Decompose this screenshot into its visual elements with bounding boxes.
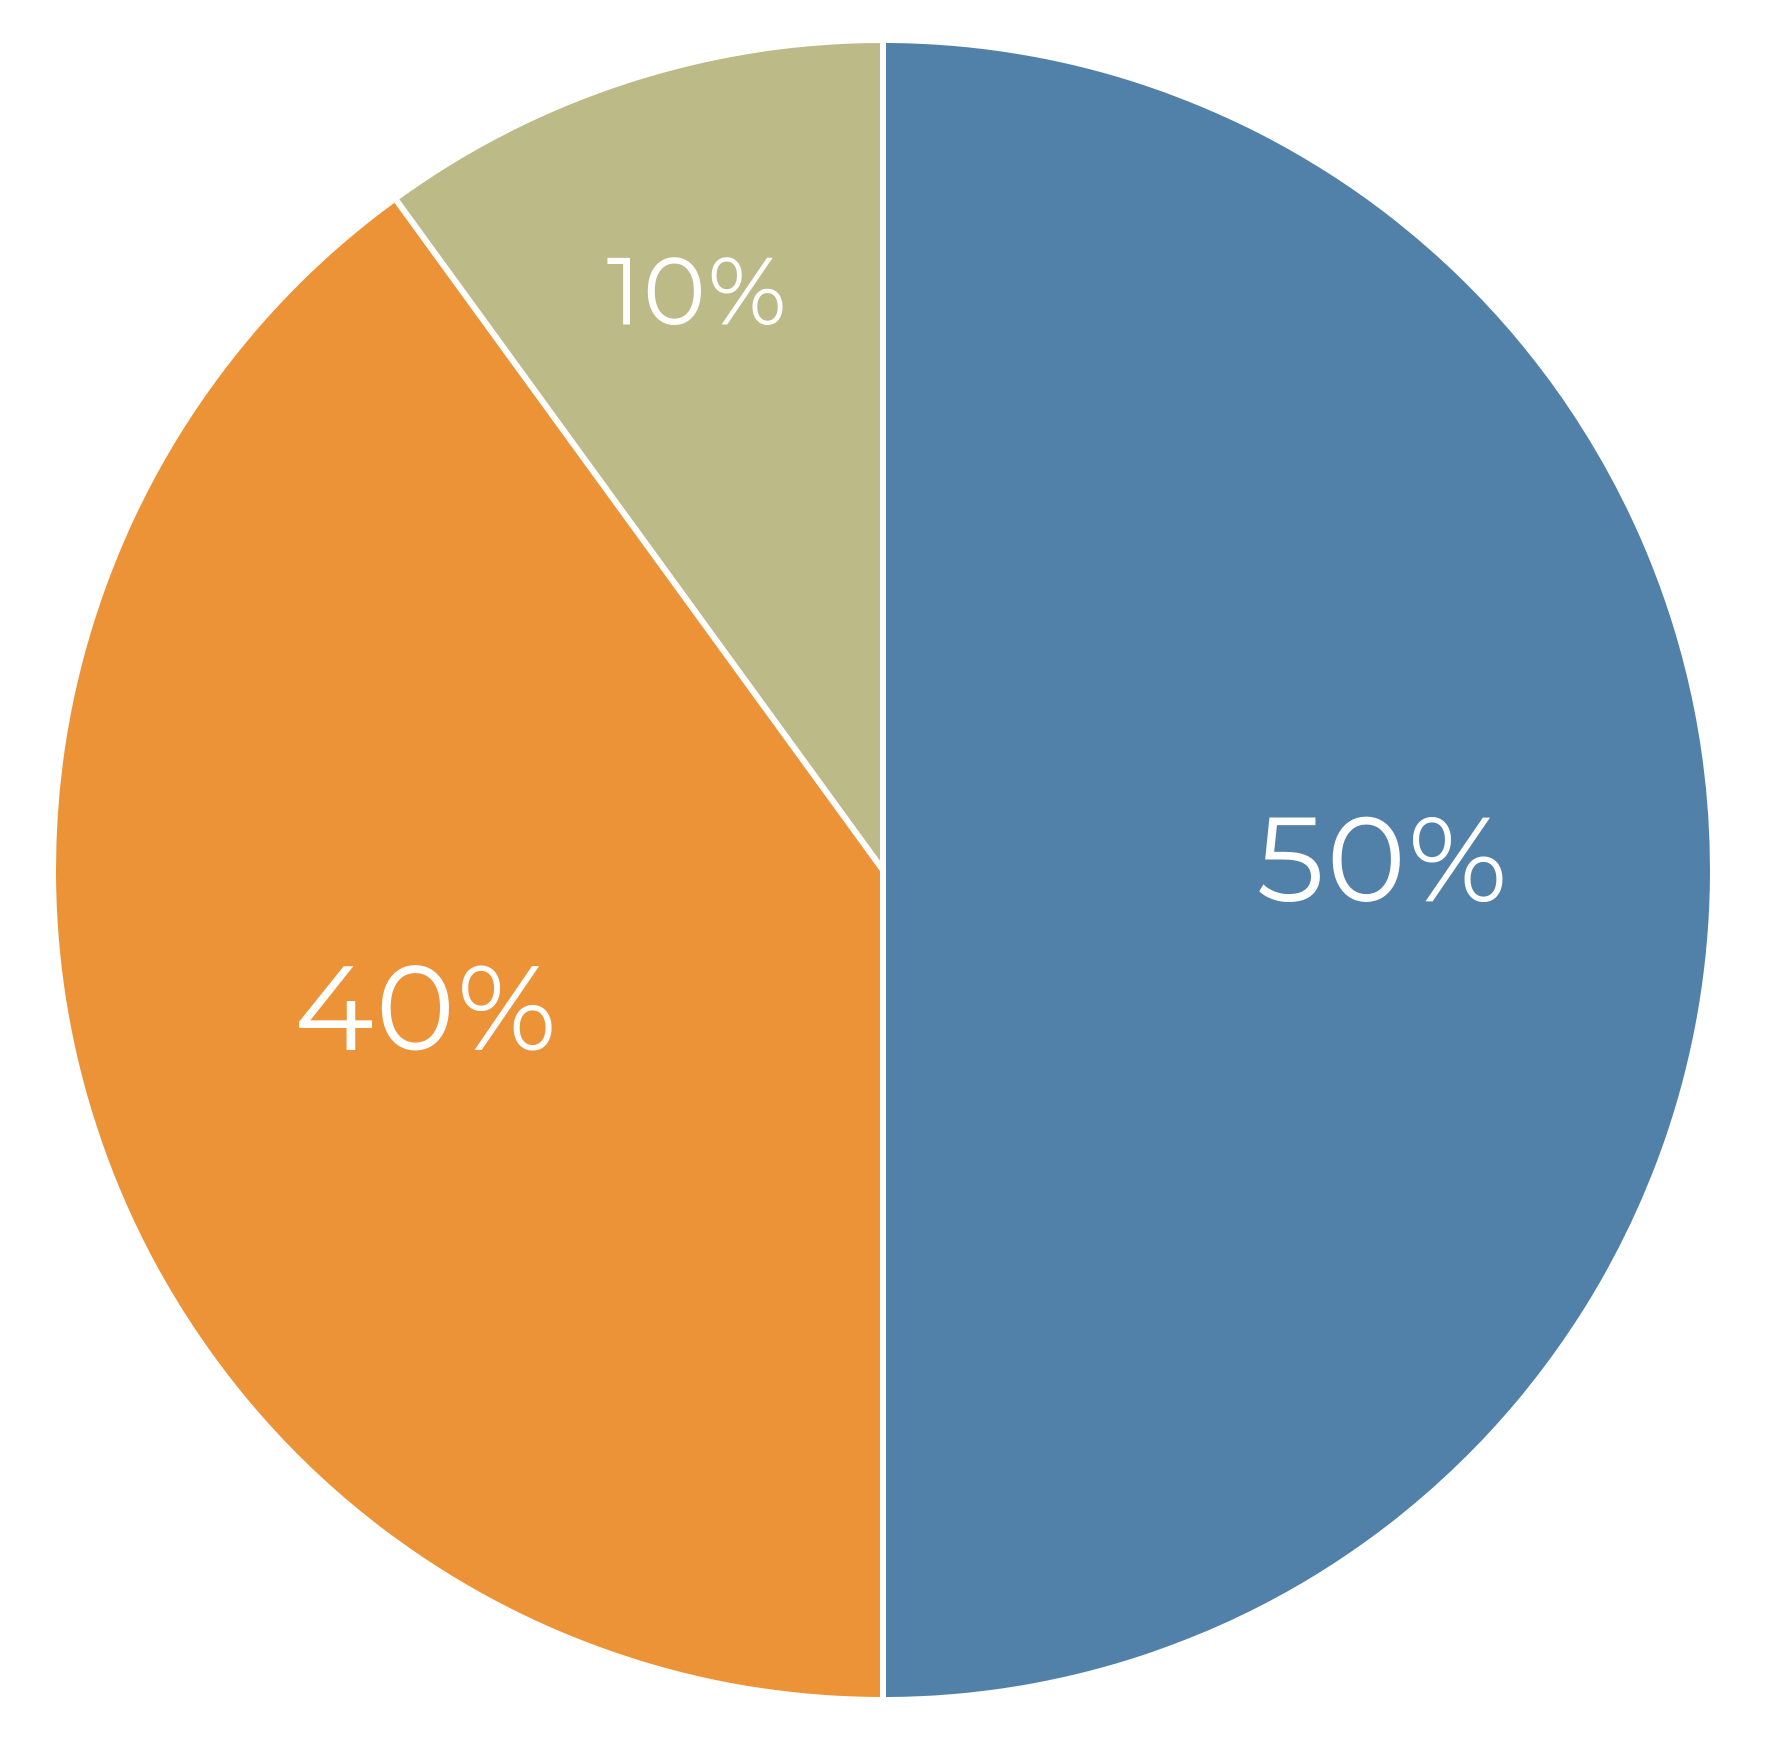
pie-slice-label-2: 10% bbox=[607, 232, 789, 348]
pie-slice-label-0: 50% bbox=[1257, 787, 1510, 933]
pie-chart: 50% 40% 10% bbox=[0, 0, 1766, 1741]
pie-slice-label-1: 40% bbox=[294, 935, 558, 1081]
pie-chart-container: 50% 40% 10% bbox=[0, 0, 1766, 1741]
